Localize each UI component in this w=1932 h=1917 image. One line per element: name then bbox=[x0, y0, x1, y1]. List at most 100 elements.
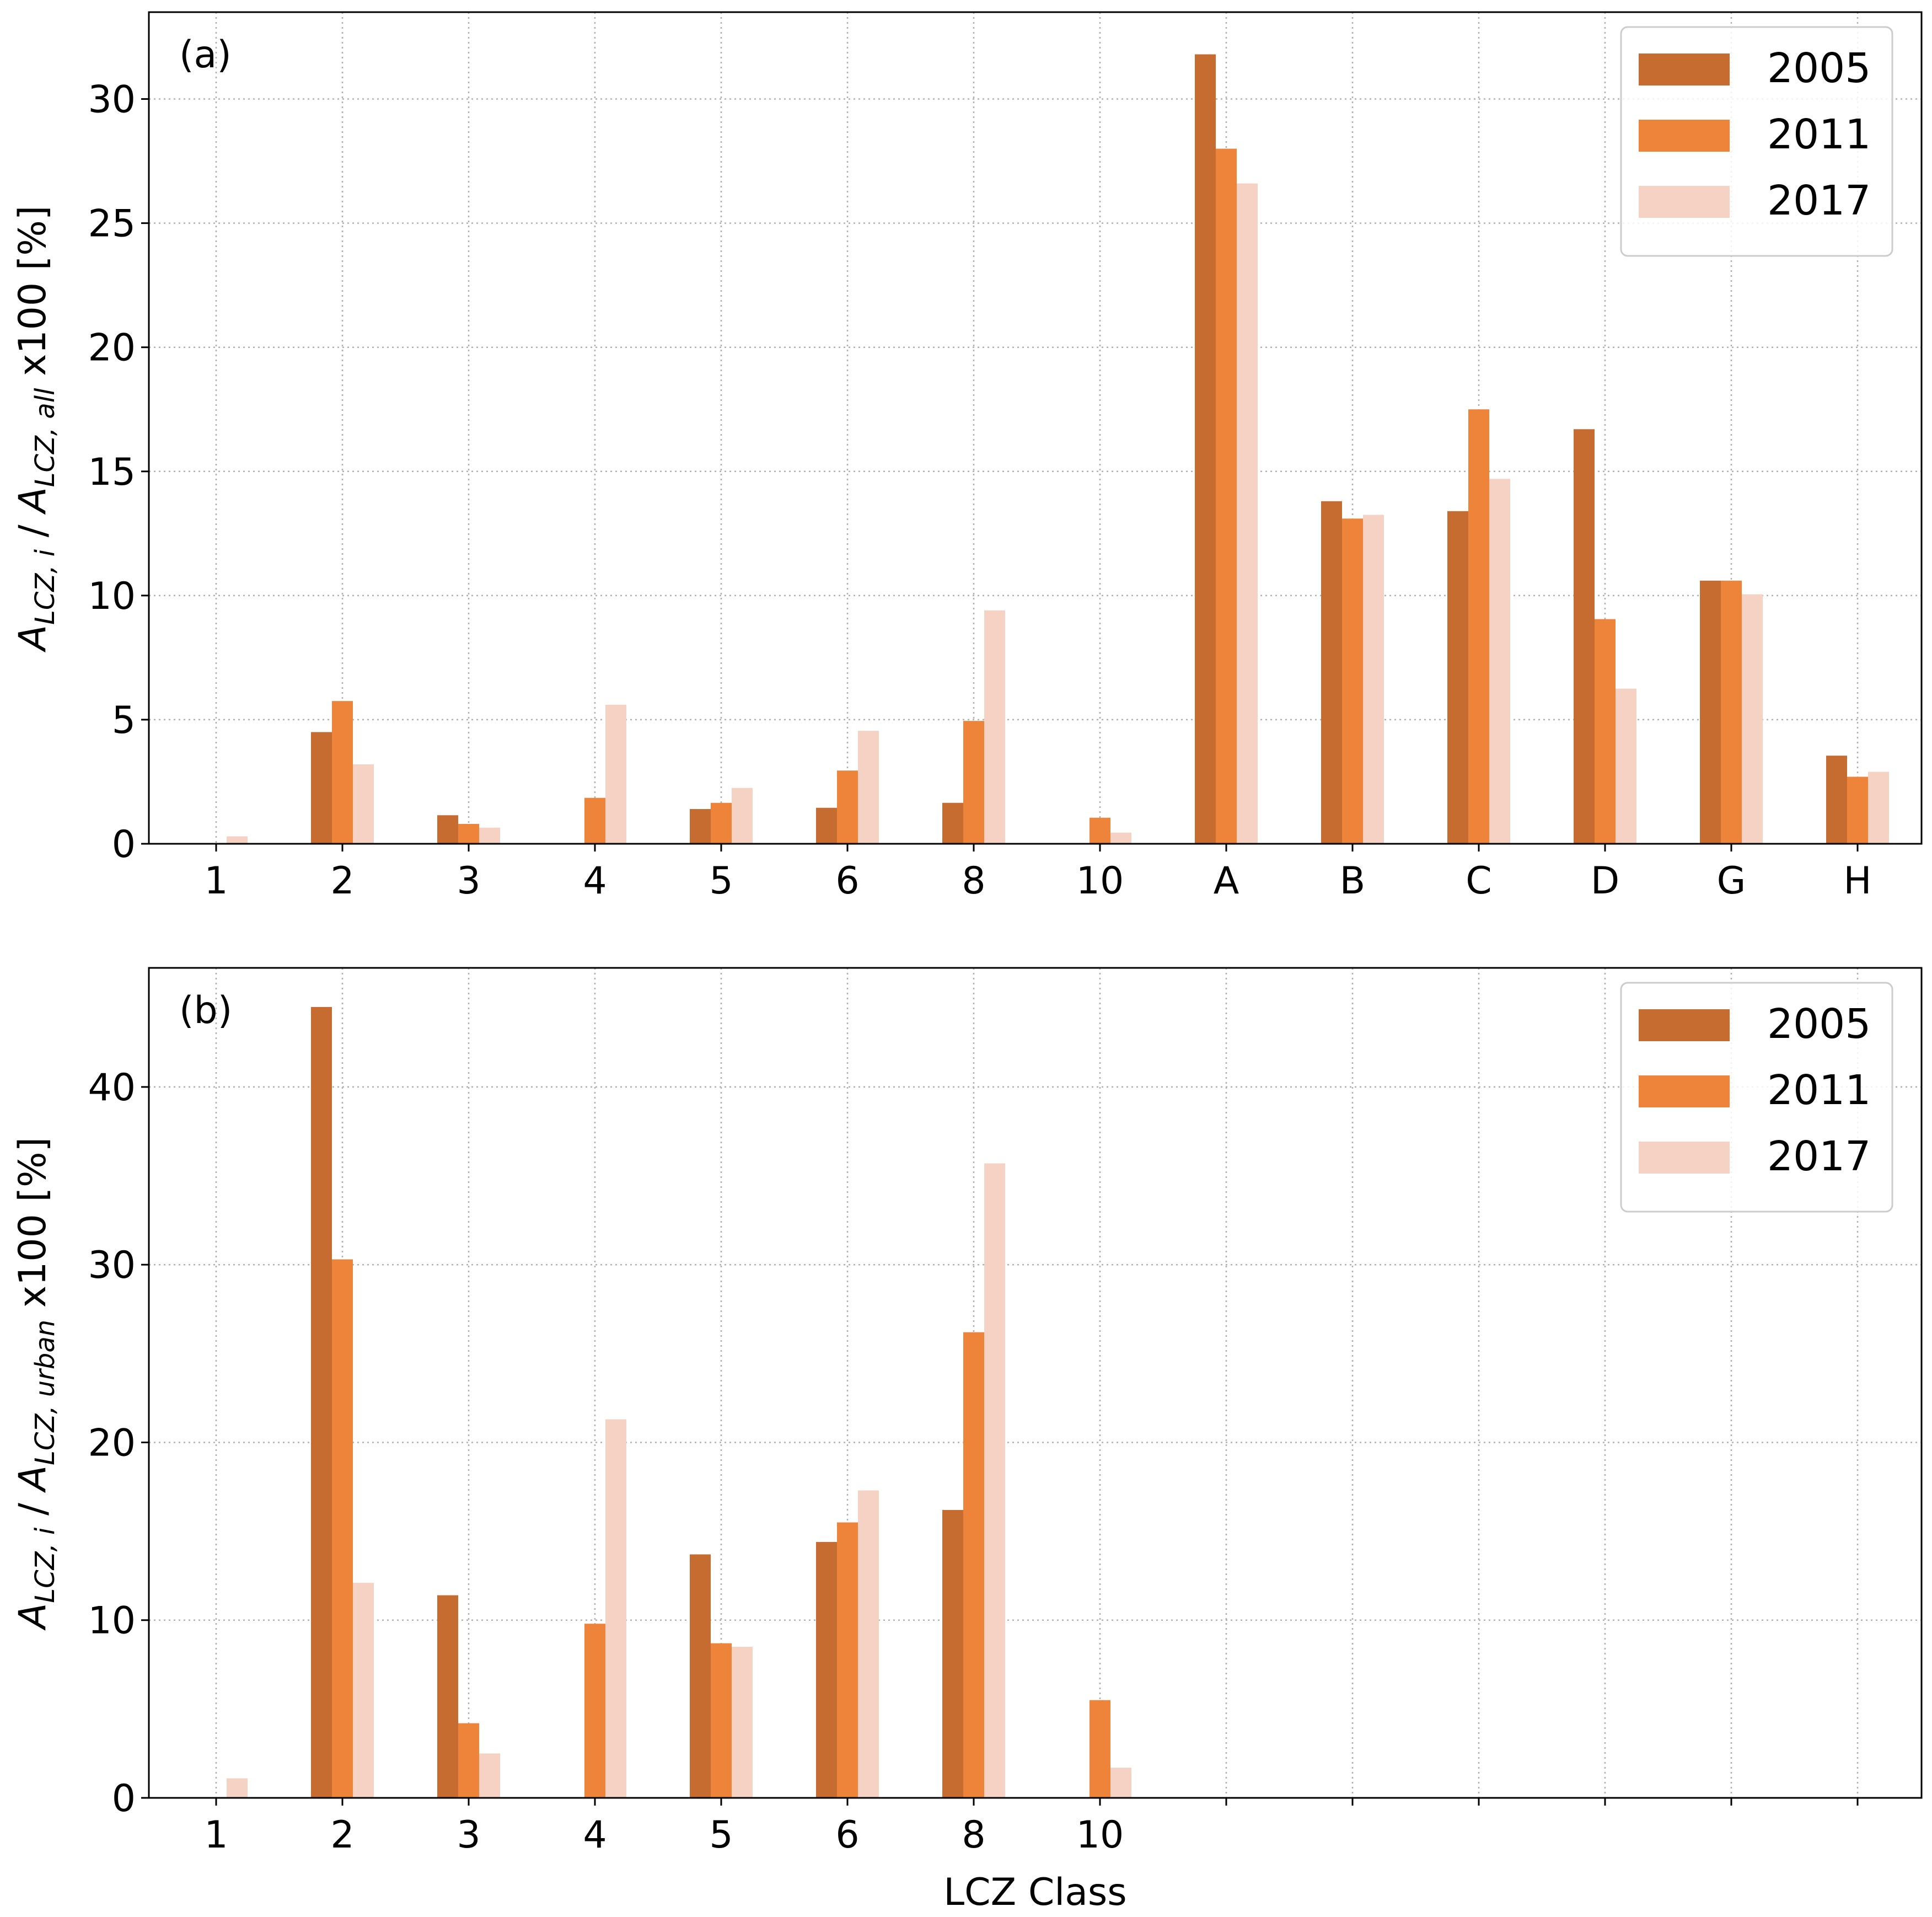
bar-2017-5: 2017: 2.25 bbox=[732, 788, 753, 844]
legend-label-2011: 2011 bbox=[1767, 1067, 1871, 1114]
legend-label-2011: 2011 bbox=[1767, 111, 1871, 158]
x-tick-label: G bbox=[1717, 859, 1746, 903]
bar-2011-G: 2011: 10.6 bbox=[1721, 580, 1742, 844]
legend-label-2005: 2005 bbox=[1767, 1000, 1871, 1048]
bar-2011-6: 2011: 15.5 bbox=[837, 1522, 858, 1798]
bar-2011-2: 2011: 5.75 bbox=[332, 701, 353, 844]
y-tick-label: 30 bbox=[88, 1244, 136, 1287]
y-tick-label: 20 bbox=[88, 1421, 136, 1465]
bar-2011-H: 2011: 2.7 bbox=[1847, 777, 1868, 844]
bar-2005-2: 2005: 44.5 bbox=[311, 1006, 332, 1798]
panel-a-legend: 2005 2011 2017 bbox=[1620, 26, 1893, 257]
legend-label-2017: 2017 bbox=[1767, 1133, 1871, 1180]
bar-2017-B: 2017: 13.25 bbox=[1363, 515, 1384, 844]
bar-2005-5: 2005: 13.7 bbox=[690, 1554, 711, 1798]
panel-a-label: (a) bbox=[179, 33, 232, 77]
y-tick-label: 0 bbox=[112, 823, 136, 866]
bar-2011-3: 2011: 0.8 bbox=[458, 823, 479, 844]
bar-2011-4: 2011: 1.85 bbox=[584, 797, 605, 844]
bar-2017-5: 2017: 8.5 bbox=[732, 1647, 753, 1798]
bar-2017-4: 2017: 21.3 bbox=[605, 1419, 626, 1798]
x-tick-label: D bbox=[1591, 859, 1619, 903]
bar-2017-A: 2017: 26.6 bbox=[1237, 183, 1258, 844]
y-tick-label: 20 bbox=[88, 326, 136, 370]
bar-2011-D: 2011: 9.05 bbox=[1595, 619, 1616, 844]
panel-b-y-axis-label: ALCZ, i / ALCZ, urban x100 [%] bbox=[11, 1137, 61, 1631]
legend-swatch-2011 bbox=[1639, 120, 1730, 152]
bar-2017-6: 2017: 17.3 bbox=[858, 1490, 879, 1798]
bar-2017-4: 2017: 5.6 bbox=[605, 704, 626, 844]
x-tick-label: 6 bbox=[835, 859, 859, 903]
y-tick-label: 10 bbox=[88, 575, 136, 618]
panel-a-axes-frame bbox=[148, 11, 1923, 845]
bar-2011-5: 2011: 1.65 bbox=[711, 802, 732, 844]
x-tick-label: 3 bbox=[457, 859, 480, 903]
bar-2011-10: 2011: 1.05 bbox=[1090, 817, 1110, 844]
bar-2017-10: 2017: 1.7 bbox=[1110, 1768, 1131, 1798]
bar-2005-6: 2005: 1.45 bbox=[816, 807, 837, 844]
x-tick-label: 1 bbox=[204, 859, 228, 903]
y-tick-label: 5 bbox=[112, 699, 136, 742]
bar-2005-6: 2005: 14.4 bbox=[816, 1541, 837, 1798]
bar-2017-1: 2017: 1.1 bbox=[227, 1778, 248, 1798]
y-tick-label: 30 bbox=[88, 78, 136, 122]
bar-2005-A: 2005: 31.8 bbox=[1195, 54, 1216, 844]
bar-2017-8: 2017: 35.7 bbox=[984, 1163, 1005, 1798]
bar-2005-3: 2005: 11.4 bbox=[437, 1595, 458, 1798]
legend-label-2017: 2017 bbox=[1767, 177, 1871, 224]
x-tick-label: 5 bbox=[709, 1813, 733, 1857]
legend-swatch-2005 bbox=[1639, 1009, 1730, 1041]
legend-swatch-2011 bbox=[1639, 1075, 1730, 1107]
panel-a-y-axis-label: ALCZ, i / ALCZ, all x100 [%] bbox=[11, 206, 61, 653]
x-tick-label: C bbox=[1466, 859, 1491, 903]
bar-2011-4: 2011: 9.8 bbox=[584, 1624, 605, 1798]
bar-2005-D: 2005: 16.7 bbox=[1574, 429, 1595, 844]
y-tick-label: 15 bbox=[88, 451, 136, 494]
x-tick-label: 3 bbox=[457, 1813, 480, 1857]
y-tick-label: 25 bbox=[88, 202, 136, 246]
bar-2017-3: 2017: 2.5 bbox=[479, 1753, 500, 1798]
bar-2017-6: 2017: 4.55 bbox=[858, 731, 879, 844]
bar-2017-D: 2017: 6.25 bbox=[1616, 688, 1636, 844]
bar-2017-2: 2017: 12.1 bbox=[353, 1583, 374, 1798]
x-tick-label: 8 bbox=[962, 859, 985, 903]
x-tick-label: 4 bbox=[583, 859, 607, 903]
bar-2011-10: 2011: 5.5 bbox=[1090, 1700, 1110, 1798]
y-tick-label: 40 bbox=[88, 1066, 136, 1110]
panel-a: 2005: 4.52005: 1.152005: 1.42005: 1.4520… bbox=[11, 11, 1923, 903]
bar-2011-B: 2011: 13.1 bbox=[1342, 518, 1363, 844]
bar-2011-3: 2011: 4.2 bbox=[458, 1723, 479, 1798]
bar-2017-3: 2017: 0.65 bbox=[479, 827, 500, 844]
legend-swatch-2017 bbox=[1639, 1142, 1730, 1174]
bar-2011-A: 2011: 28 bbox=[1216, 148, 1237, 844]
panel-a-bars: 2005: 4.52005: 1.152005: 1.42005: 1.4520… bbox=[227, 54, 1889, 844]
bar-2017-8: 2017: 9.4 bbox=[984, 610, 1005, 844]
bar-2017-10: 2017: 0.45 bbox=[1110, 832, 1131, 844]
legend-label-2005: 2005 bbox=[1767, 45, 1871, 92]
x-tick-label: H bbox=[1843, 859, 1871, 903]
x-tick-label: 10 bbox=[1076, 859, 1124, 903]
bar-2011-C: 2011: 17.5 bbox=[1468, 409, 1489, 844]
bar-2011-8: 2011: 26.2 bbox=[963, 1332, 984, 1798]
bar-2017-H: 2017: 2.9 bbox=[1868, 772, 1889, 844]
bar-2005-8: 2005: 1.65 bbox=[942, 802, 963, 844]
bar-2017-C: 2017: 14.7 bbox=[1489, 479, 1510, 844]
bar-2011-8: 2011: 4.95 bbox=[963, 721, 984, 844]
x-tick-label: 6 bbox=[835, 1813, 859, 1857]
bar-2005-5: 2005: 1.4 bbox=[690, 808, 711, 844]
bar-2011-6: 2011: 2.95 bbox=[837, 770, 858, 844]
legend-swatch-2017 bbox=[1639, 186, 1730, 218]
x-tick-label: 5 bbox=[709, 859, 733, 903]
x-tick-label: B bbox=[1340, 859, 1366, 903]
y-tick-label: 10 bbox=[88, 1599, 136, 1643]
panel-b-x-axis-label: LCZ Class bbox=[943, 1871, 1126, 1914]
x-tick-label: 1 bbox=[204, 1813, 228, 1857]
x-tick-label: 2 bbox=[330, 859, 354, 903]
panel-b-label: (b) bbox=[179, 989, 232, 1032]
bar-2017-G: 2017: 10.05 bbox=[1742, 594, 1763, 844]
x-tick-label: 2 bbox=[330, 1813, 354, 1857]
bar-2005-3: 2005: 1.15 bbox=[437, 815, 458, 844]
legend-swatch-2005 bbox=[1639, 53, 1730, 85]
panel-b-legend: 2005 2011 2017 bbox=[1620, 982, 1893, 1213]
